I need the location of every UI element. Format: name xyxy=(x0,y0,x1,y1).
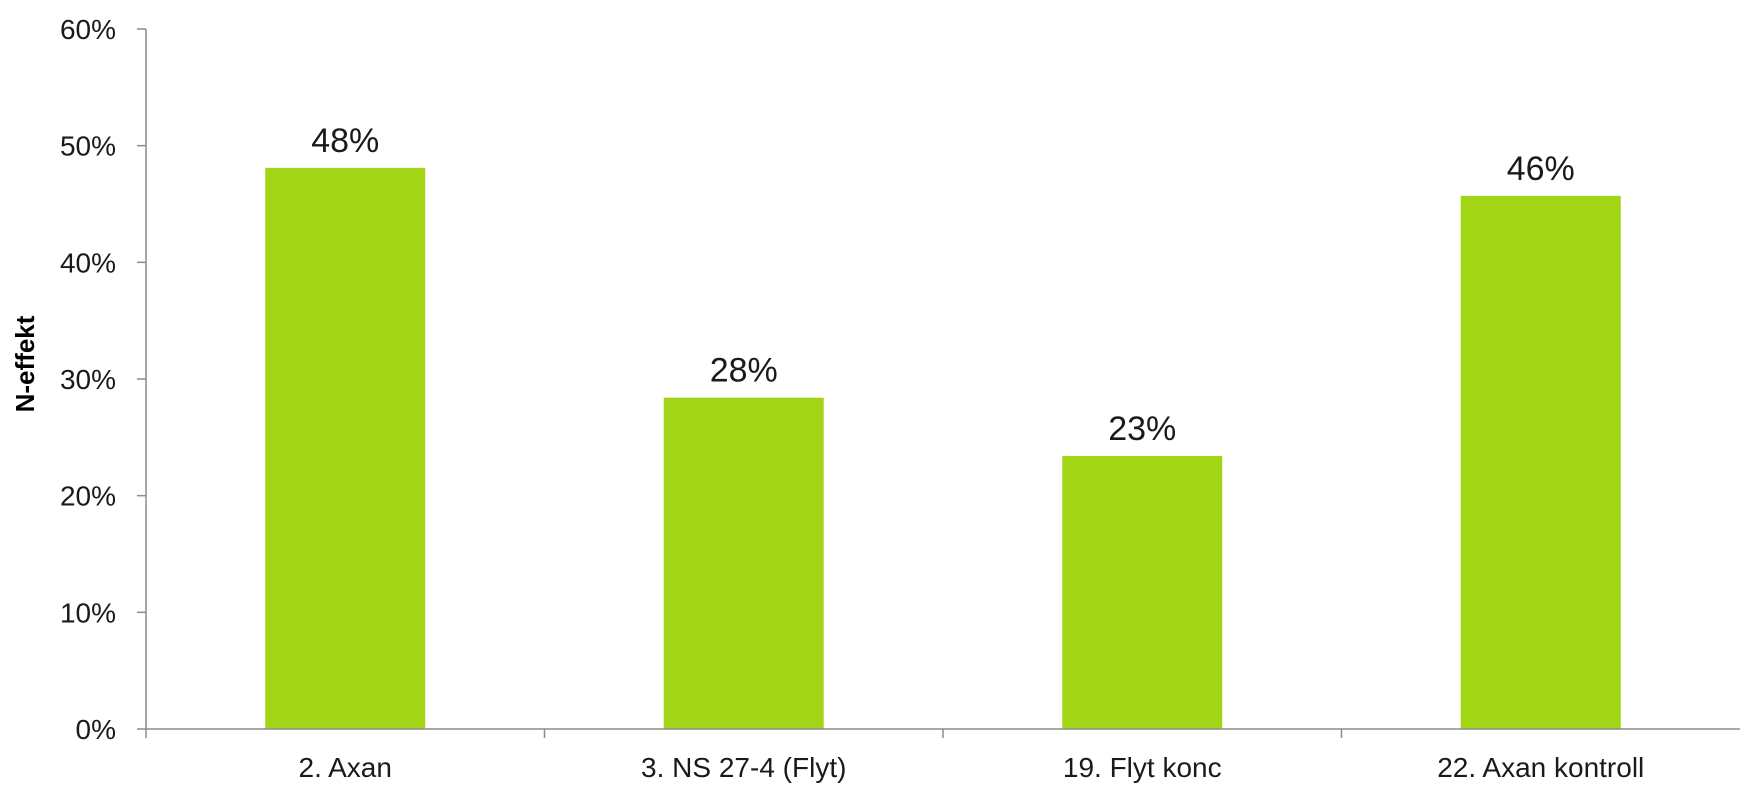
x-tick-label: 3. NS 27-4 (Flyt) xyxy=(641,752,846,783)
bar xyxy=(663,397,824,729)
y-tick-label: 50% xyxy=(60,131,116,162)
data-label: 48% xyxy=(311,122,379,160)
y-tick-label: 10% xyxy=(60,597,116,628)
data-label: 23% xyxy=(1108,410,1176,448)
x-tick-label: 22. Axan kontroll xyxy=(1437,752,1644,783)
y-axis-ticks: 0% 10% 20% 30% 40% 50% 60% xyxy=(60,14,146,745)
y-tick-label: 60% xyxy=(60,14,116,45)
x-tick-label: 19. Flyt konc xyxy=(1063,752,1222,783)
y-tick-label: 20% xyxy=(60,481,116,512)
y-tick-label: 40% xyxy=(60,247,116,278)
data-label: 28% xyxy=(710,352,778,390)
y-tick-label: 0% xyxy=(76,714,116,745)
y-axis-title: N-effekt xyxy=(10,315,40,412)
bar xyxy=(1460,195,1621,730)
x-axis-ticks: 2. Axan 3. NS 27-4 (Flyt) 19. Flyt konc 22.… xyxy=(145,729,1644,783)
data-labels: 48% 28% 23% 46% xyxy=(311,122,1575,448)
y-tick-label: 30% xyxy=(60,364,116,395)
bar xyxy=(265,167,426,730)
bars xyxy=(265,167,1621,730)
data-label: 46% xyxy=(1507,150,1575,188)
bar xyxy=(1062,456,1223,729)
x-tick-label: 2. Axan xyxy=(299,752,392,783)
